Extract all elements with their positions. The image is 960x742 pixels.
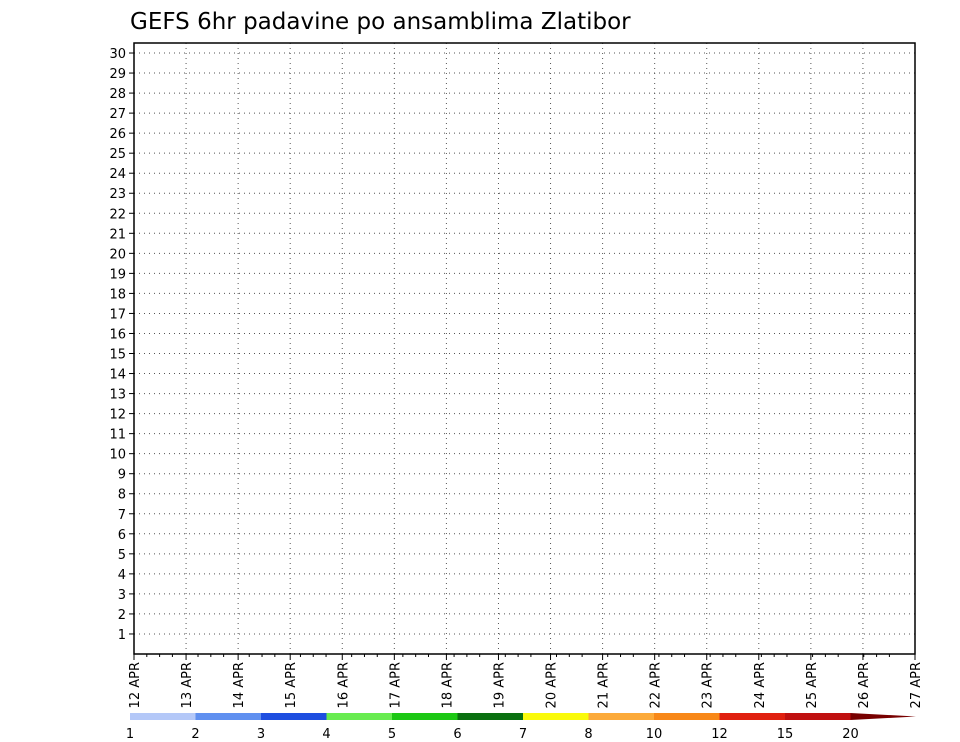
y-axis: 1234567891011121314151617181920212223242… — [109, 47, 134, 643]
y-tick-label: 25 — [109, 147, 126, 162]
y-tick-label: 4 — [118, 568, 126, 583]
y-tick-label: 12 — [109, 408, 126, 423]
y-tick-label: 3 — [118, 588, 126, 603]
y-tick-label: 2 — [118, 608, 126, 623]
x-tick-label: 22 APR — [649, 662, 664, 708]
chart-title: GEFS 6hr padavine po ansamblima Zlatibor — [130, 9, 631, 35]
colorbar-label: 7 — [519, 727, 527, 742]
x-tick-label: 24 APR — [753, 662, 768, 708]
x-tick-label: 23 APR — [701, 662, 716, 708]
x-tick-label: 18 APR — [440, 662, 455, 708]
y-tick-label: 16 — [109, 327, 126, 342]
colorbar-swatch — [457, 713, 523, 720]
x-tick-label: 15 APR — [284, 662, 299, 708]
y-tick-label: 14 — [109, 368, 126, 383]
colorbar-label: 1 — [126, 727, 134, 742]
colorbar-swatch — [130, 713, 196, 720]
colorbar-swatch — [523, 713, 589, 720]
x-axis: 12 APR 13 APR 14 APR 15 APR 16 APR 17 APR 18 A… — [128, 654, 924, 708]
x-tick-label: 12 APR — [128, 662, 143, 708]
y-tick-label: 11 — [109, 428, 126, 443]
x-tick-label: 26 APR — [857, 662, 872, 708]
colorbar-label: 3 — [257, 727, 265, 742]
colorbar-label: 10 — [646, 727, 663, 742]
colorbar-label: 5 — [388, 727, 396, 742]
colorbar-label: 4 — [322, 727, 330, 742]
y-tick-label: 1 — [118, 628, 126, 643]
colorbar: 1 2 3 4 5 6 7 8 10 12 15 20 — [126, 713, 916, 742]
y-tick-label: 22 — [109, 207, 126, 222]
x-tick-label: 13 APR — [180, 662, 195, 708]
y-tick-label: 5 — [118, 548, 126, 563]
grid-lines — [134, 43, 915, 654]
x-tick-label: 27 APR — [909, 662, 924, 708]
plot-frame — [133, 42, 916, 655]
colorbar-swatch — [719, 713, 785, 720]
y-tick-label: 30 — [109, 47, 126, 62]
y-tick-label: 15 — [109, 348, 126, 363]
y-tick-label: 21 — [109, 227, 126, 242]
colorbar-swatch — [850, 713, 916, 720]
colorbar-label: 8 — [584, 727, 592, 742]
y-tick-label: 27 — [109, 107, 126, 122]
colorbar-swatch — [261, 713, 327, 720]
colorbar-swatch — [326, 713, 392, 720]
colorbar-swatch — [588, 713, 654, 720]
colorbar-label: 12 — [711, 727, 728, 742]
x-tick-label: 14 APR — [232, 662, 247, 708]
y-tick-label: 24 — [109, 167, 126, 182]
y-tick-label: 20 — [109, 247, 126, 262]
y-tick-label: 10 — [109, 448, 126, 463]
x-tick-label: 17 APR — [388, 662, 403, 708]
y-tick-label: 18 — [109, 287, 126, 302]
colorbar-label: 2 — [191, 727, 199, 742]
colorbar-swatch — [785, 713, 851, 720]
x-tick-label: 21 APR — [597, 662, 612, 708]
y-tick-label: 29 — [109, 67, 126, 82]
x-tick-label: 19 APR — [492, 662, 507, 708]
x-tick-label: 25 APR — [805, 662, 820, 708]
colorbar-swatch — [654, 713, 720, 720]
y-tick-label: 13 — [109, 388, 126, 403]
colorbar-swatch — [195, 713, 261, 720]
y-tick-label: 23 — [109, 187, 126, 202]
colorbar-label: 6 — [453, 727, 461, 742]
y-tick-label: 19 — [109, 267, 126, 282]
x-tick-label: 16 APR — [336, 662, 351, 708]
y-tick-label: 6 — [118, 528, 126, 543]
x-tick-label: 20 APR — [545, 662, 560, 708]
colorbar-label: 15 — [777, 727, 794, 742]
y-tick-label: 17 — [109, 307, 126, 322]
y-tick-label: 9 — [118, 468, 126, 483]
y-tick-label: 8 — [118, 488, 126, 503]
y-tick-label: 26 — [109, 127, 126, 142]
colorbar-swatch — [392, 713, 458, 720]
y-tick-label: 28 — [109, 87, 126, 102]
y-tick-label: 7 — [118, 508, 126, 523]
colorbar-label: 20 — [842, 727, 859, 742]
